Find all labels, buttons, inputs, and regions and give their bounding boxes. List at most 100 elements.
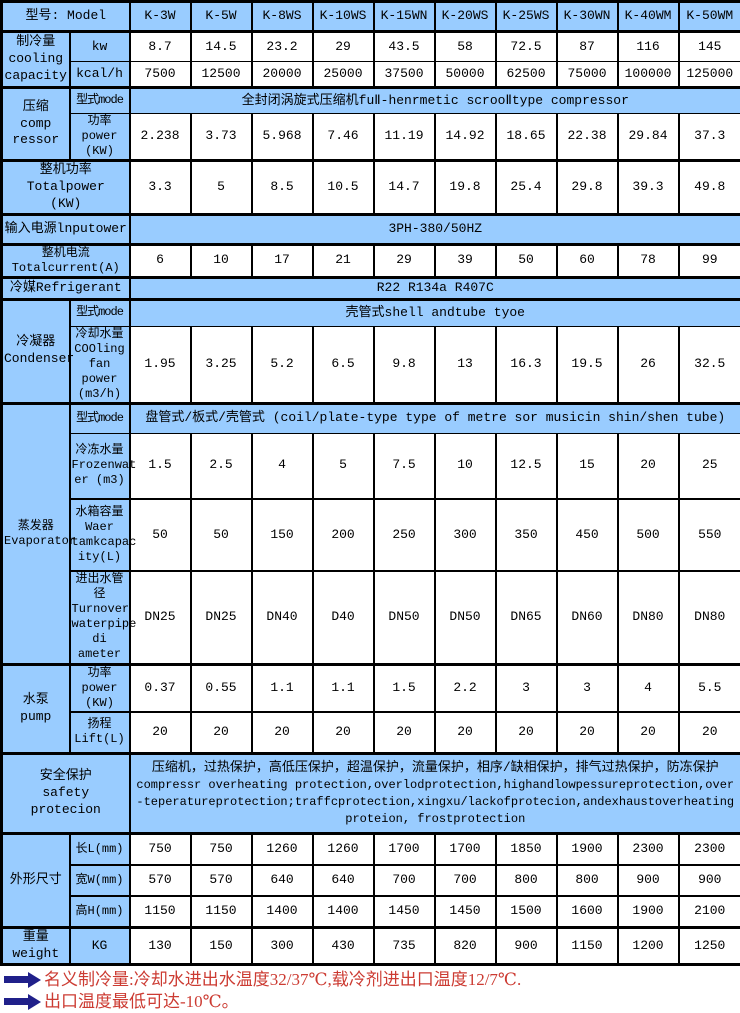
value-cell: 6: [128, 242, 192, 279]
sub-label-frozen-water: 冷冻水量 Frozenwat er (m3): [68, 432, 136, 501]
sub-label-evaporator-mode: 型式mode: [68, 401, 131, 434]
footnotes: 名义制冷量:冷却水进出水温度32/37℃,载冷剂进出口温度12/7℃. 出口温度…: [0, 966, 740, 1013]
value-cell: DN80: [616, 570, 680, 666]
sub-label-condenser-mode: 型式mode: [68, 297, 131, 327]
value-cell: 116: [616, 30, 680, 62]
value-cell: 50: [189, 498, 253, 573]
value-cell: 100000: [616, 61, 680, 89]
value-cell: 0.37: [128, 662, 192, 713]
value-cell: 23.2: [250, 30, 314, 62]
value-cell: 1450: [372, 894, 436, 929]
group-label-evaporator: 蒸发器 Evaporator: [0, 401, 76, 665]
value-cell: 570: [128, 863, 192, 897]
value-cell: 6.5: [311, 325, 375, 405]
value-cell: 16.3: [494, 325, 558, 405]
group-label-dimensions: 外形尺寸: [0, 832, 71, 929]
row-label-safety: 安全保护 safety protecion: [0, 752, 131, 835]
model-name: K-30WN: [555, 0, 619, 33]
sub-label-height: 高H(mm): [68, 894, 131, 929]
row-label-total-current: 整机电流 Totalcurrent(A): [0, 242, 131, 279]
value-cell: 20: [616, 710, 680, 755]
value-cell: 12.5: [494, 432, 558, 501]
spec-table: 型号: Model K-3W K-5W K-8WS K-10WS K-15WN K-20WS…: [0, 0, 740, 966]
value-cell: 5.2: [250, 325, 314, 405]
model-name: K-15WN: [372, 0, 436, 33]
value-cell: 78: [616, 242, 680, 279]
value-cell: 2.5: [189, 432, 253, 501]
group-label-compressor: 压缩 comp ressor: [0, 86, 71, 161]
value-cell: 1200: [616, 926, 680, 966]
value-cell: 20: [555, 710, 619, 755]
value-cell: 3.25: [189, 325, 253, 405]
value-cell: 1500: [494, 894, 558, 929]
footnote-2: 出口温度最低可达-10℃。: [4, 991, 740, 1012]
value-cell: 1600: [555, 894, 619, 929]
value-cell: 500: [616, 498, 680, 573]
value-cell: 250: [372, 498, 436, 573]
value-cell: 1450: [433, 894, 497, 929]
right-arrow-icon: [4, 971, 41, 988]
value-cell: 1260: [250, 832, 314, 866]
value-cell: 20: [311, 710, 375, 755]
model-name: K-40WM: [616, 0, 680, 33]
value-cell: 62500: [494, 61, 558, 89]
value-cell: 1.1: [311, 662, 375, 713]
sub-label-compressor-mode: 型式mode: [68, 86, 131, 114]
value-cell: 87: [555, 30, 619, 62]
value-cell: 14.7: [372, 159, 436, 216]
model-name: K-8WS: [250, 0, 314, 33]
sub-label-lift: 扬程 Lift(L): [68, 710, 131, 755]
value-cell: 640: [250, 863, 314, 897]
value-cell: 49.8: [677, 159, 740, 216]
input-power-value: 3PH-380/50HZ: [128, 212, 740, 246]
value-cell: 2.2: [433, 662, 497, 713]
value-cell: 145: [677, 30, 740, 62]
right-arrow-icon: [4, 993, 41, 1010]
row-label-refrigerant: 冷媒Refrigerant: [0, 275, 131, 301]
value-cell: 15: [555, 432, 619, 501]
model-name: K-25WS: [494, 0, 558, 33]
sub-label-kcal: kcal/h: [68, 61, 131, 89]
value-cell: 8.5: [250, 159, 314, 216]
value-cell: 1850: [494, 832, 558, 866]
evaporator-mode-value: 盘管式/板式/壳管式 (coil/plate-type type of metr…: [128, 401, 740, 434]
value-cell: 0.55: [189, 662, 253, 713]
sub-label-width: 宽W(mm): [68, 863, 131, 897]
value-cell: 570: [189, 863, 253, 897]
value-cell: 8.7: [128, 30, 192, 62]
value-cell: 750: [189, 832, 253, 866]
value-cell: 29.84: [616, 113, 680, 162]
value-cell: 12500: [189, 61, 253, 89]
value-cell: 2300: [616, 832, 680, 866]
value-cell: 37500: [372, 61, 436, 89]
safety-value: 压缩机，过热保护，高低压保护，超温保护，流量保护，相序/缺相保护，排气过热保护，…: [128, 752, 740, 835]
footnote-1: 名义制冷量:冷却水进出水温度32/37℃,载冷剂进出口温度12/7℃.: [4, 969, 740, 990]
value-cell: 2.238: [128, 113, 192, 162]
model-name: K-50WM: [677, 0, 740, 33]
value-cell: 20: [616, 432, 680, 501]
value-cell: 1150: [128, 894, 192, 929]
value-cell: 1250: [677, 926, 740, 966]
value-cell: 20: [250, 710, 314, 755]
value-cell: 2100: [677, 894, 740, 929]
value-cell: 1900: [555, 832, 619, 866]
value-cell: 430: [311, 926, 375, 966]
value-cell: 300: [250, 926, 314, 966]
value-cell: 1.5: [128, 432, 192, 501]
value-cell: 20: [189, 710, 253, 755]
value-cell: 20000: [250, 61, 314, 89]
value-cell: 1.1: [250, 662, 314, 713]
sub-label-condenser-water: 冷却水量 COOling fan power (m3/h): [68, 325, 131, 405]
sub-label-length: 长L(mm): [68, 832, 131, 866]
value-cell: 5.5: [677, 662, 740, 713]
sub-label-pump-power: 功率power (KW): [68, 662, 131, 713]
footnote-2-text: 出口温度最低可达-10℃。: [44, 992, 239, 1012]
value-cell: DN25: [128, 570, 192, 666]
value-cell: 900: [616, 863, 680, 897]
value-cell: 3: [494, 662, 558, 713]
value-cell: 10: [189, 242, 253, 279]
value-cell: 39.3: [616, 159, 680, 216]
value-cell: 20: [372, 710, 436, 755]
value-cell: 50000: [433, 61, 497, 89]
value-cell: 750: [128, 832, 192, 866]
